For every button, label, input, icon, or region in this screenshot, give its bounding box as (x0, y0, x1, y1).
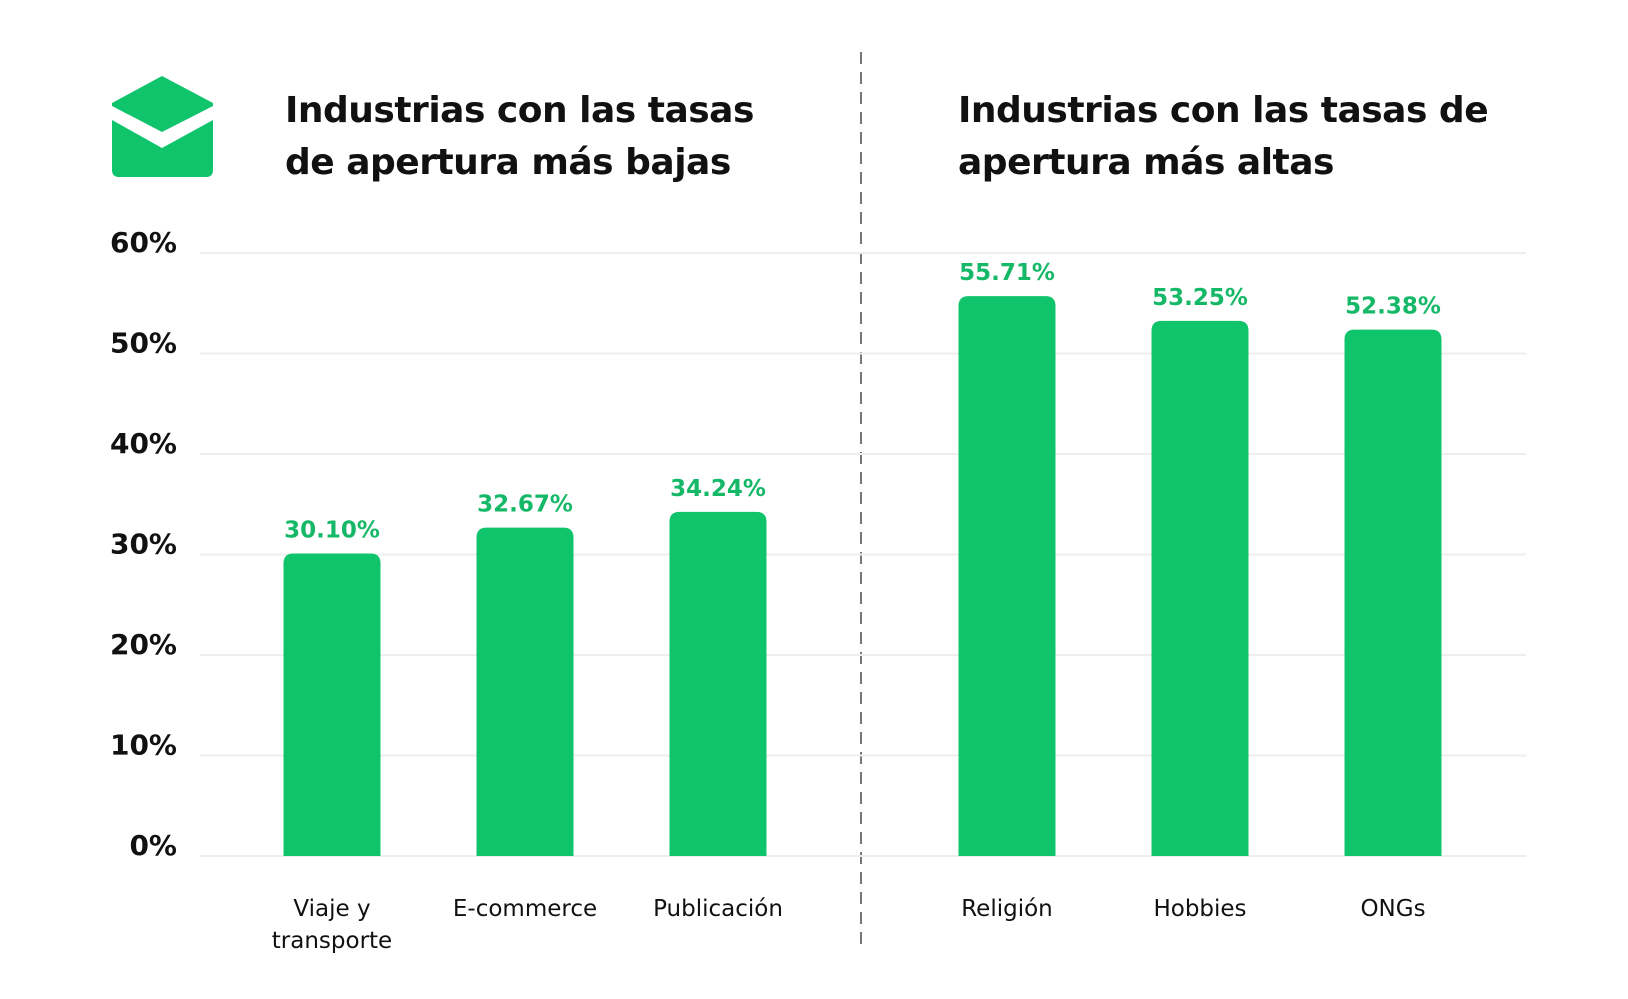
bar (669, 511, 767, 856)
y-tick-label: 60% (110, 226, 177, 259)
value-label: 34.24% (670, 476, 766, 502)
value-label: 52.38% (1345, 294, 1441, 320)
value-label: 30.10% (284, 517, 380, 543)
x-tick-label: E-commerce (453, 896, 597, 922)
y-tick-label: 30% (110, 528, 177, 561)
y-tick-label: 0% (129, 829, 177, 862)
x-tick-label: Publicación (653, 896, 783, 922)
y-tick-label: 10% (110, 729, 177, 762)
value-label: 53.25% (1152, 285, 1248, 311)
value-label: 55.71% (959, 260, 1055, 286)
bar (1151, 320, 1249, 856)
x-tick-label: Viaje y transporte (272, 896, 392, 954)
right-chart-title: Industrias con las tasas de apertura más… (958, 90, 1489, 183)
x-tick-label: ONGs (1360, 896, 1425, 922)
open-envelope-icon (112, 76, 213, 177)
bar (283, 553, 381, 856)
y-tick-label: 20% (110, 628, 177, 661)
bar (476, 527, 574, 856)
left-chart-title: Industrias con las tasas de apertura más… (285, 90, 754, 183)
value-label: 32.67% (477, 492, 573, 518)
bar (1344, 329, 1442, 856)
y-tick-label: 50% (110, 327, 177, 360)
y-tick-label: 40% (110, 427, 177, 460)
bar (958, 296, 1056, 856)
x-tick-label: Hobbies (1153, 896, 1246, 922)
x-tick-label: Religión (961, 896, 1053, 922)
